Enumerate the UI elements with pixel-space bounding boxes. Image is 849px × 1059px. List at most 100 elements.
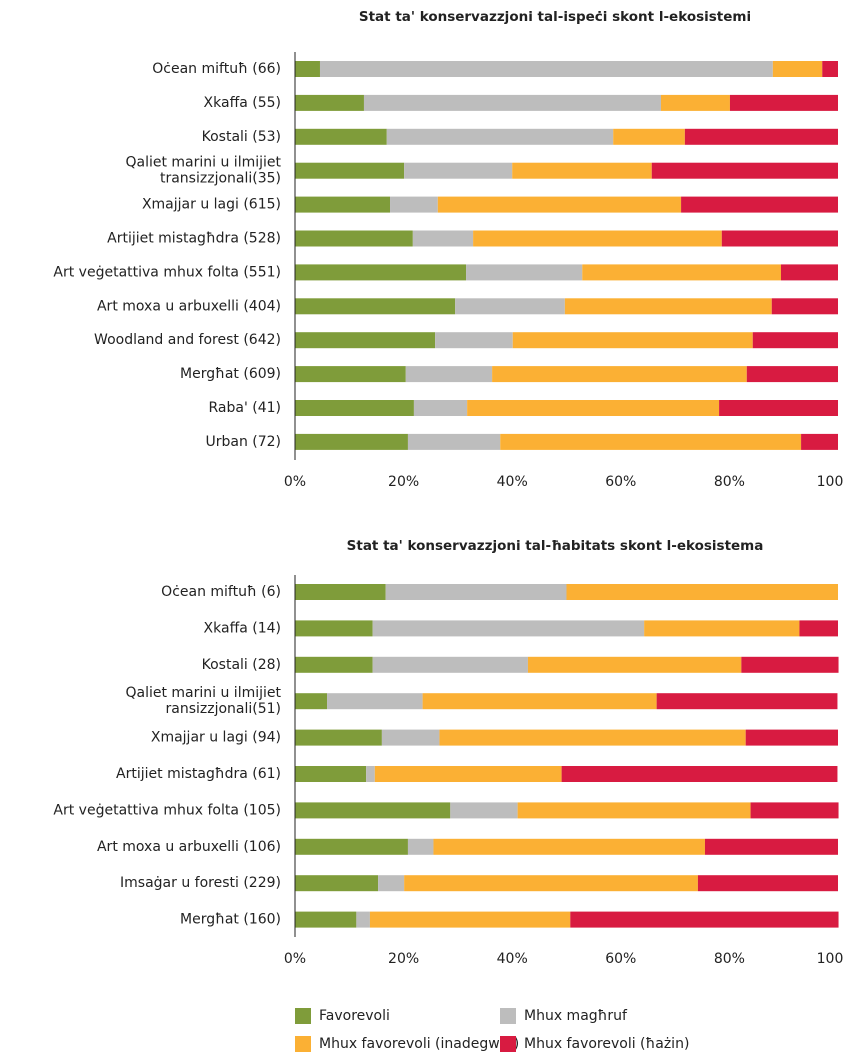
- bar-segment: [467, 400, 720, 416]
- bar-segment: [697, 875, 838, 892]
- bar-segment: [746, 366, 838, 383]
- legend-swatch: [500, 1008, 516, 1024]
- bar-segment: [822, 61, 838, 77]
- legend-label: Mhux favorevoli (inadegwat): [319, 1036, 519, 1052]
- bar-segment: [455, 298, 565, 315]
- bar-segment: [527, 656, 742, 673]
- bar-segment: [295, 230, 413, 247]
- x-tick-label: 40%: [497, 951, 528, 967]
- bar-segment: [750, 802, 839, 819]
- bar-segment: [295, 875, 379, 892]
- bar-segment: [422, 693, 657, 710]
- bar-segment: [295, 128, 387, 145]
- bar-segment: [390, 196, 438, 213]
- bar-segment: [437, 196, 682, 213]
- bar-segment: [413, 400, 468, 416]
- bar-segment: [566, 584, 838, 600]
- bar-segment: [356, 911, 370, 928]
- x-tick-label: 20%: [388, 951, 419, 967]
- bar-segment: [517, 802, 751, 819]
- bar-segment: [405, 366, 493, 383]
- bar-segment: [295, 802, 451, 819]
- bar-segment: [295, 620, 373, 637]
- bar-segment: [644, 620, 800, 637]
- bar-segment: [366, 766, 375, 782]
- bar-segment: [564, 298, 772, 315]
- x-tick-label: 100: [817, 474, 844, 490]
- bar-segment: [433, 838, 705, 855]
- x-tick-label: 80%: [714, 474, 745, 490]
- category-label: Mergħat (609): [180, 366, 281, 382]
- category-label: Art moxa u arbuxelli (404): [97, 298, 281, 314]
- bar-segment: [704, 838, 838, 855]
- bar-segment: [752, 332, 838, 349]
- bar-segment: [412, 230, 474, 247]
- bar-segment: [570, 911, 839, 928]
- category-label: Artijiet mistagħdra (528): [107, 231, 281, 247]
- bar-segment: [295, 911, 357, 928]
- category-label: Xkaffa (55): [204, 95, 281, 111]
- bar-segment: [295, 729, 382, 746]
- bar-segment: [439, 729, 746, 746]
- bar-segment: [295, 94, 364, 111]
- category-label: Xmajjar u lagi (94): [151, 730, 281, 746]
- bar-segment: [741, 656, 839, 673]
- bar-segment: [435, 332, 513, 349]
- legend-label: Mhux magħruf: [524, 1008, 628, 1024]
- bar-segment: [372, 620, 645, 637]
- bar-segment: [372, 656, 528, 673]
- bar-segment: [381, 729, 440, 746]
- category-label: Mergħat (160): [180, 912, 281, 928]
- bar-segment: [295, 766, 367, 782]
- x-tick-label: 60%: [605, 474, 636, 490]
- bar-segment: [561, 766, 838, 782]
- bar-segment: [582, 264, 781, 281]
- bar-segment: [684, 128, 838, 145]
- legend-swatch: [295, 1008, 311, 1024]
- bar-segment: [719, 400, 838, 416]
- bar-segment: [385, 584, 567, 600]
- bar-segment: [295, 298, 456, 315]
- legend-swatch: [500, 1036, 516, 1052]
- x-tick-label: 100: [817, 951, 844, 967]
- bar-segment: [500, 433, 802, 450]
- bar-segment: [473, 230, 722, 247]
- bar-segment: [295, 656, 373, 673]
- bar-segment: [407, 838, 434, 855]
- bar-segment: [374, 766, 562, 782]
- x-tick-label: 0%: [284, 474, 306, 490]
- category-label: Urban (72): [205, 434, 281, 450]
- bar-segment: [404, 162, 513, 179]
- category-label: Oċean miftuħ (66): [152, 61, 281, 77]
- category-label: Xkaffa (14): [204, 620, 281, 636]
- bar-segment: [295, 400, 414, 416]
- bar-segment: [295, 162, 405, 179]
- x-tick-label: 60%: [605, 951, 636, 967]
- bar-segment: [729, 94, 838, 111]
- bar-segment: [771, 298, 838, 315]
- bar-segment: [319, 61, 773, 77]
- bar-segment: [363, 94, 661, 111]
- x-tick-label: 20%: [388, 474, 419, 490]
- chart-title: Stat ta' konservazzjoni tal-ispeċi skont…: [359, 9, 751, 25]
- bar-segment: [780, 264, 838, 281]
- category-label: Qaliet marini u ilmijiet ransizzjonali(51…: [125, 685, 281, 717]
- bar-segment: [404, 875, 698, 892]
- bar-segment: [295, 838, 408, 855]
- x-tick-label: 0%: [284, 951, 306, 967]
- bar-segment: [295, 264, 467, 281]
- legend-label: Mhux favorevoli (ħażin): [524, 1036, 689, 1052]
- bar-segment: [613, 128, 685, 145]
- bar-segment: [466, 264, 583, 281]
- bar-segment: [801, 433, 838, 450]
- x-tick-label: 40%: [497, 474, 528, 490]
- legend-swatch: [295, 1036, 311, 1052]
- category-label: Qaliet marini u ilmijiet transizzjonali(3…: [125, 155, 281, 187]
- bar-segment: [295, 61, 320, 77]
- bar-segment: [512, 332, 753, 349]
- bar-segment: [378, 875, 405, 892]
- bar-segment: [660, 94, 730, 111]
- bar-segment: [407, 433, 501, 450]
- bar-segment: [295, 366, 406, 383]
